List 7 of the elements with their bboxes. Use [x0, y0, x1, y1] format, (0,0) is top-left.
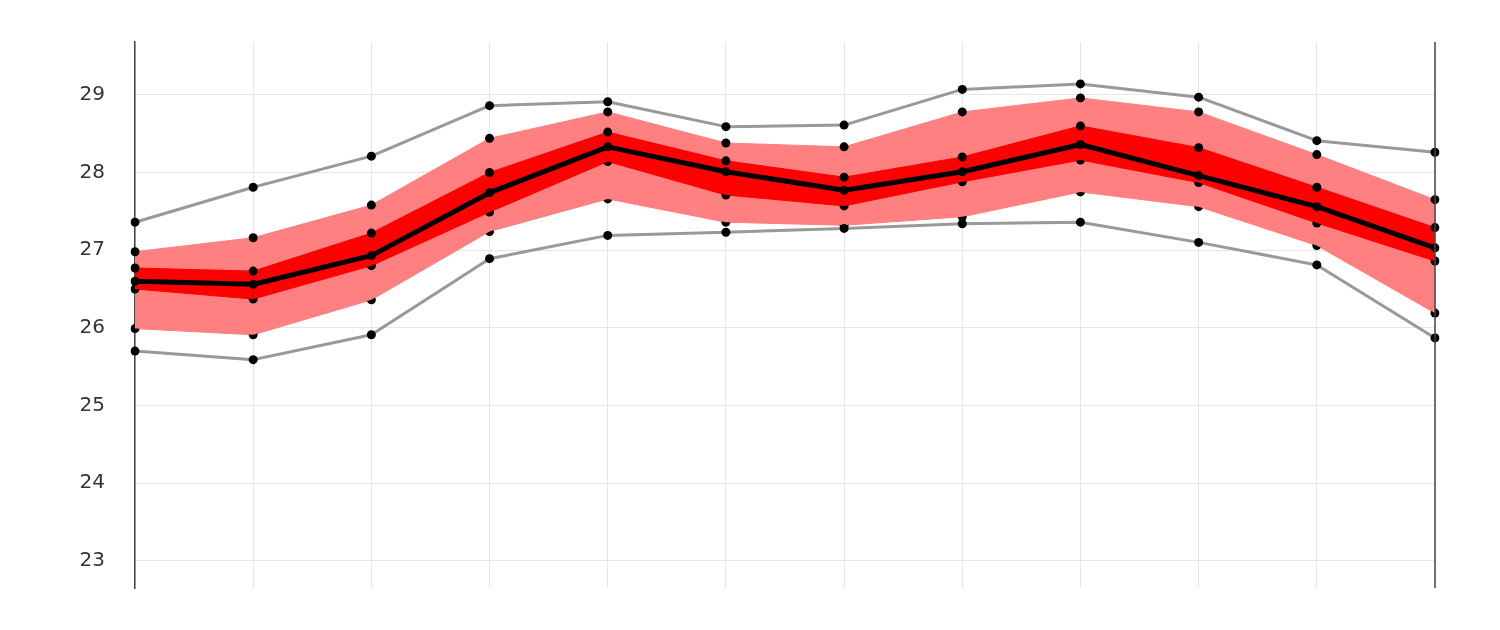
y-tick-label: 26	[79, 314, 105, 339]
y-tick-label: 25	[79, 391, 105, 416]
y-tick-label: 27	[79, 236, 105, 261]
y-tick-label: 28	[79, 158, 105, 183]
y-tick-label: 23	[79, 547, 105, 572]
y-tick-label: 29	[79, 81, 105, 106]
y-tick-label: 24	[79, 469, 105, 494]
